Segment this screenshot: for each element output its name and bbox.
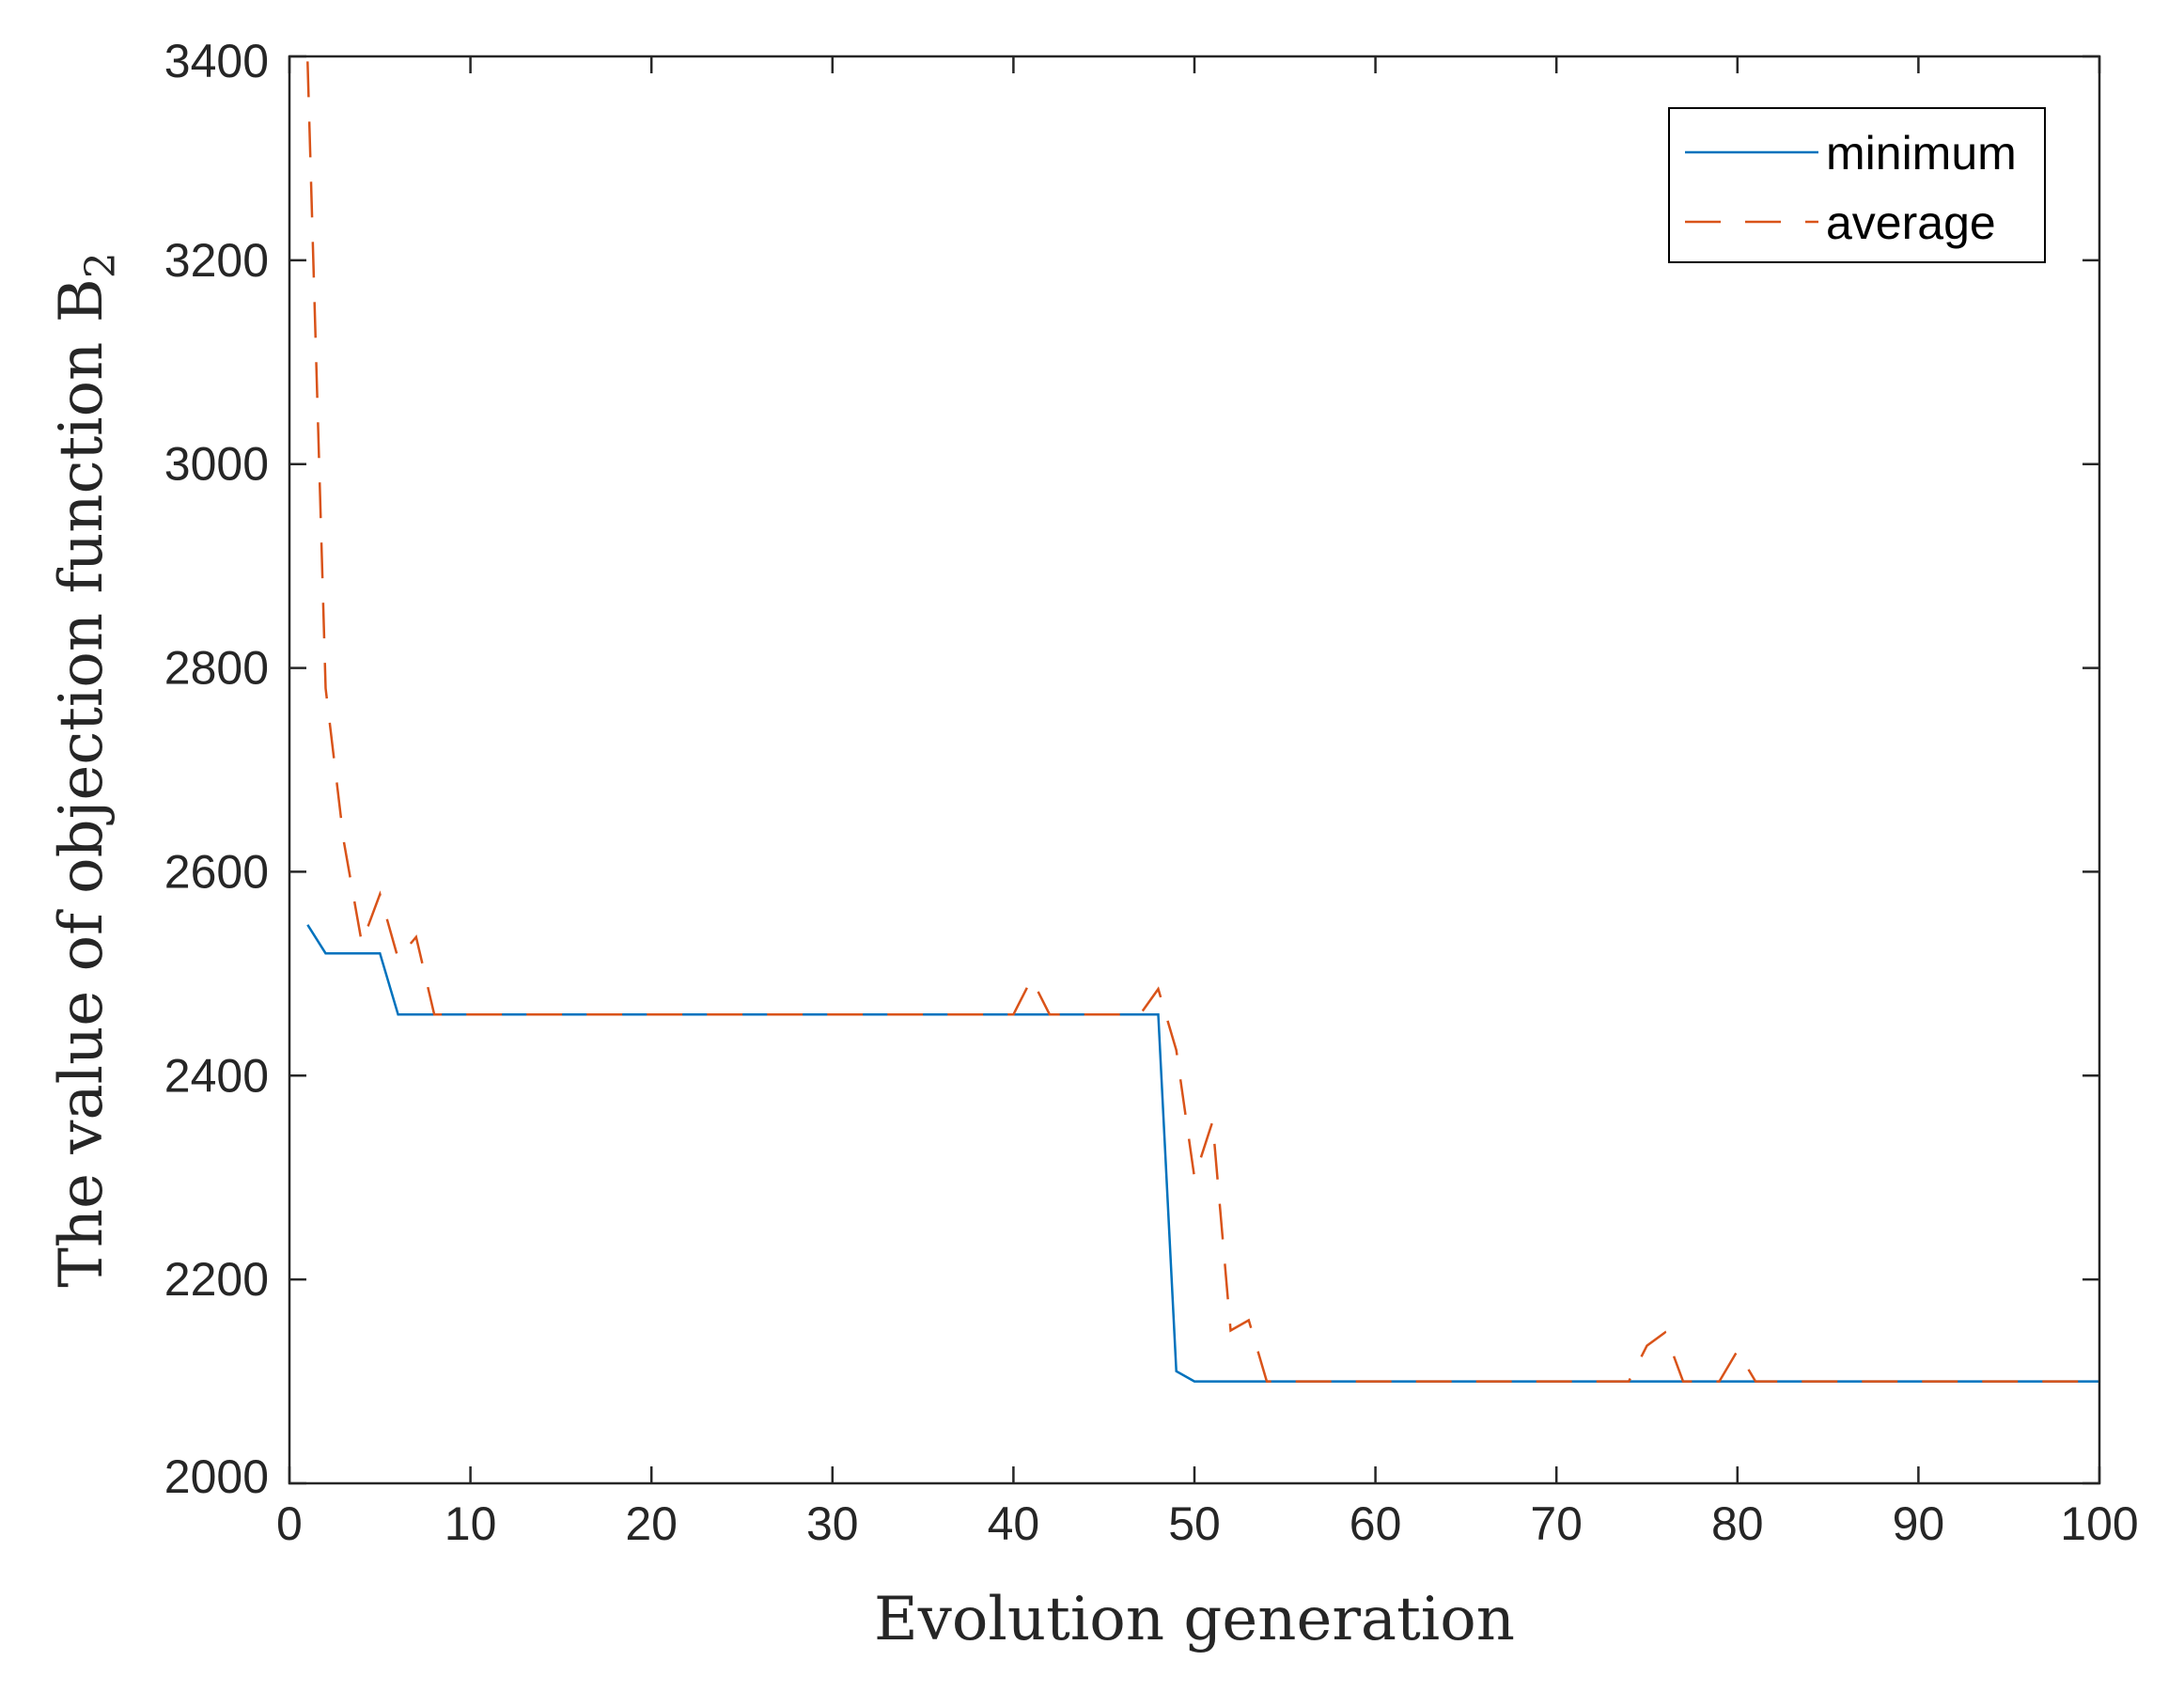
plot-area bbox=[289, 56, 2099, 1483]
x-tick-label-70: 70 bbox=[1530, 1497, 1583, 1550]
x-tick-label-100: 100 bbox=[2060, 1497, 2138, 1550]
y-axis-label-group: The value of objection function B2 bbox=[47, 252, 125, 1288]
x-tick-label-80: 80 bbox=[1711, 1497, 1764, 1550]
tick-labels: 0 10 20 30 40 50 60 70 80 90 100 2000 2200 2400 2600 28… bbox=[164, 35, 2139, 1550]
x-tick-label-10: 10 bbox=[445, 1497, 497, 1550]
y-tick-label-2600: 2600 bbox=[164, 845, 269, 898]
plot-lines bbox=[306, 61, 2099, 1383]
x-tick-label-30: 30 bbox=[806, 1497, 859, 1550]
x-tick-label-0: 0 bbox=[276, 1497, 303, 1550]
x-tick-label-60: 60 bbox=[1349, 1497, 1402, 1550]
y-tick-label-2000: 2000 bbox=[164, 1450, 269, 1503]
y-tick-label-3400: 3400 bbox=[164, 35, 269, 87]
y-tick-label-2200: 2200 bbox=[164, 1253, 269, 1306]
x-tick-label-40: 40 bbox=[988, 1497, 1040, 1550]
legend-label-minimum: minimum bbox=[1826, 127, 2017, 180]
x-tick-label-50: 50 bbox=[1168, 1497, 1221, 1550]
y-axis-label-main: The value of objection function B bbox=[47, 278, 117, 1288]
x-axis-label: Evolution generation bbox=[874, 1585, 1515, 1654]
legend-box bbox=[1668, 107, 2046, 263]
y-tick-label-2400: 2400 bbox=[164, 1049, 269, 1102]
y-tick-label-3200: 3200 bbox=[164, 234, 269, 287]
y-axis-label-subscript: 2 bbox=[77, 252, 125, 278]
y-tick-label-3000: 3000 bbox=[164, 438, 269, 491]
legend-label-average: average bbox=[1826, 196, 1996, 249]
x-tick-label-90: 90 bbox=[1893, 1497, 1945, 1550]
legend: minimum average bbox=[1668, 107, 2046, 263]
y-tick-label-2800: 2800 bbox=[164, 642, 269, 695]
axes-box bbox=[288, 55, 2101, 1485]
y-axis-label: The value of objection function B2 bbox=[47, 252, 125, 1288]
x-tick-label-20: 20 bbox=[625, 1497, 678, 1550]
series-line-average bbox=[306, 61, 2099, 1383]
